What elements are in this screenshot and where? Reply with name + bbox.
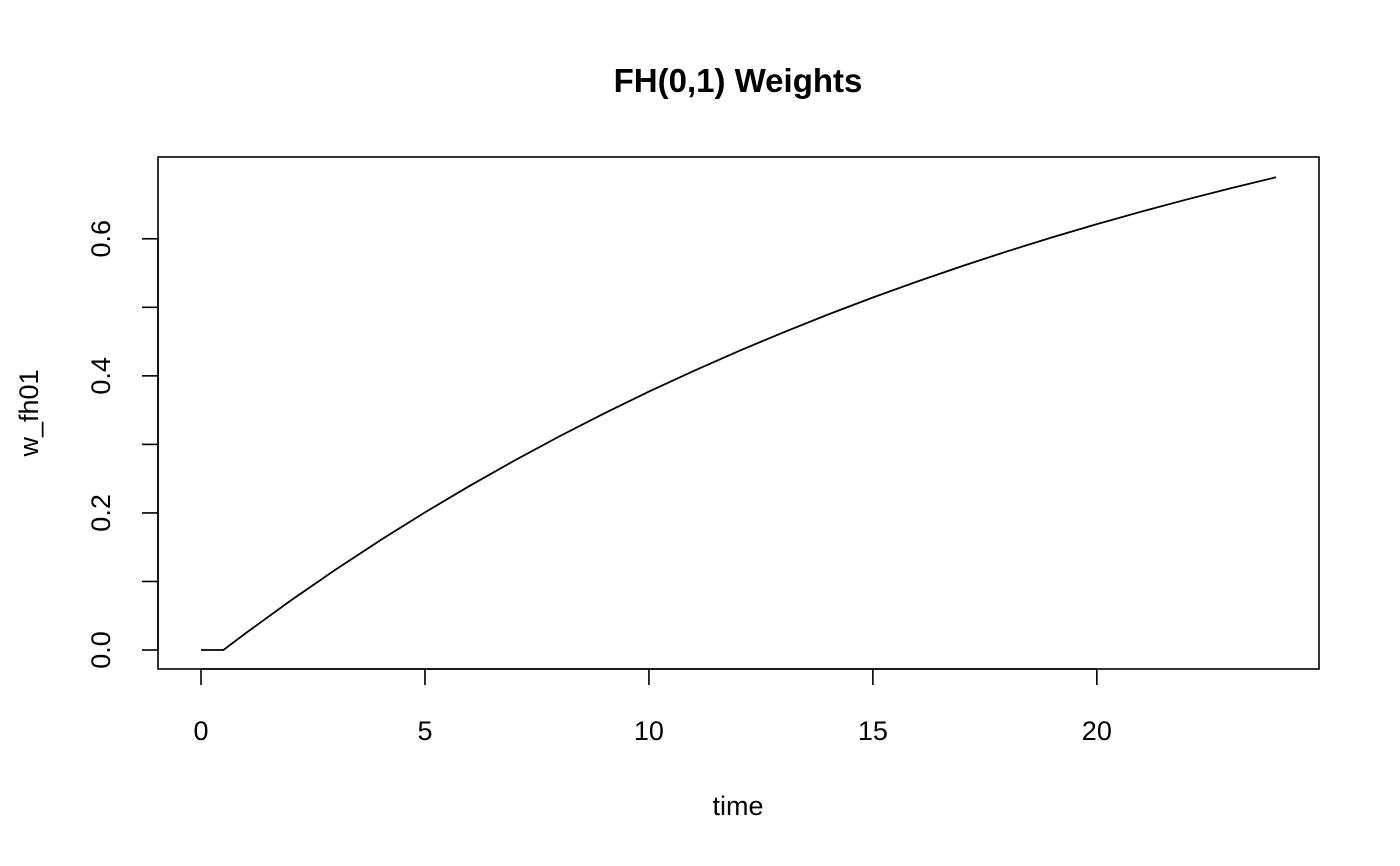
y-axis-label: w_fh01 xyxy=(14,369,44,457)
y-tick-label: 0.0 xyxy=(86,631,116,669)
plot-frame xyxy=(157,156,1320,670)
y-tick-label: 0.6 xyxy=(86,220,116,258)
x-tick-label: 20 xyxy=(1082,716,1112,746)
data-line xyxy=(201,176,1277,651)
x-tick-label: 0 xyxy=(193,716,208,746)
x-tick-label: 5 xyxy=(417,716,432,746)
x-tick-label: 10 xyxy=(634,716,664,746)
x-axis-label: time xyxy=(712,791,763,821)
y-tick-label: 0.4 xyxy=(86,357,116,395)
y-tick-label: 0.2 xyxy=(86,494,116,532)
chart-title: FH(0,1) Weights xyxy=(614,62,863,99)
x-tick-label: 15 xyxy=(858,716,888,746)
